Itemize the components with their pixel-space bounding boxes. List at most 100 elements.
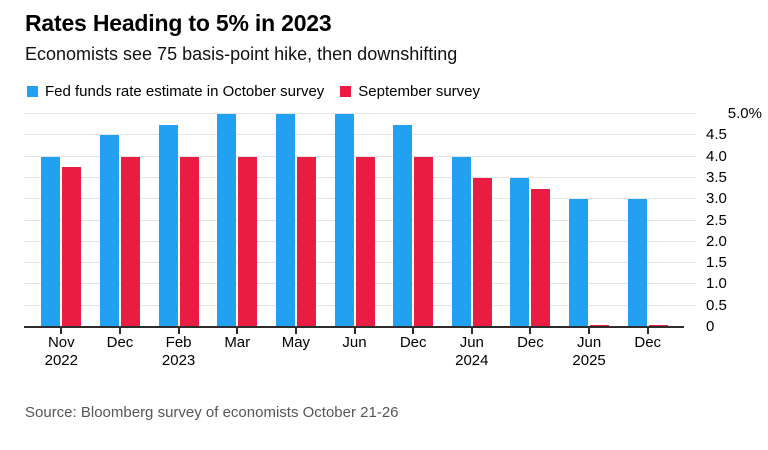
x-axis-label-month: Nov: [47, 334, 75, 351]
chart-title: Rates Heading to 5% in 2023: [25, 10, 332, 36]
bar-october-survey: [275, 114, 295, 327]
bar-september-survey: [120, 156, 140, 327]
y-axis-label: 1.5: [706, 254, 727, 272]
y-axis-label: 0.5: [706, 296, 727, 314]
bar-september-survey: [472, 177, 492, 327]
bars-area: [32, 114, 677, 334]
bar-october-survey: [41, 156, 61, 327]
x-axis-label: Dec: [618, 334, 677, 370]
gridline: [24, 155, 696, 157]
x-axis-label: May: [267, 334, 326, 370]
plot-area: [24, 113, 696, 334]
x-axis-label-year: 2023: [161, 352, 196, 369]
source-note: Source: Bloomberg survey of economists O…: [25, 404, 399, 421]
x-axis-label: Jun 2025: [560, 334, 619, 370]
bar-october-survey: [217, 114, 237, 327]
legend-item: September survey: [340, 83, 480, 100]
bar-group: [149, 114, 208, 334]
bar-group: [501, 114, 560, 334]
gridline: [24, 134, 696, 136]
x-axis-label-month: Jun: [459, 334, 484, 351]
y-axis-label: 0: [706, 318, 715, 335]
bar-group: [32, 114, 91, 334]
y-axis-label: 2.5: [706, 211, 727, 229]
bar-october-survey: [510, 177, 530, 327]
x-axis-labels: Nov 2022 Dec Feb 2023 Mar May Jun Dec Jun 2024 Dec J…: [32, 334, 677, 370]
bar-september-survey: [531, 188, 551, 327]
bar-group: [91, 114, 150, 334]
bar-october-survey: [334, 114, 354, 327]
x-axis-label: Dec: [501, 334, 560, 370]
bar-group: [208, 114, 267, 334]
x-axis-label-month: Feb: [165, 334, 192, 351]
bar-september-survey: [62, 167, 82, 327]
x-axis-label-month: Dec: [634, 334, 662, 351]
y-axis-label: 4.0: [706, 147, 727, 165]
axis-tick: [353, 328, 356, 334]
axis-tick: [588, 328, 591, 334]
bar-group: [560, 114, 619, 334]
bar-october-survey: [627, 199, 647, 327]
x-axis-label: Jun 2024: [442, 334, 501, 370]
axis-tick: [470, 328, 473, 334]
bar-october-survey: [451, 156, 471, 327]
bar-september-survey: [355, 156, 375, 327]
y-axis-labels: 5.0% 4.5 4.0 3.5 3.0 2.5 2.0 1.5 1.0 0.5 0: [704, 105, 766, 335]
bar-group: [325, 114, 384, 334]
x-axis-label-month: Dec: [399, 334, 427, 351]
chart-subtitle: Economists see 75 basis-point hike, then…: [25, 44, 458, 64]
legend-label: September survey: [358, 83, 481, 100]
bar-group: [384, 114, 443, 334]
x-axis-label: Jun: [325, 334, 384, 370]
gridline: [24, 113, 696, 114]
bar-october-survey: [99, 135, 119, 327]
bar-group: [442, 114, 501, 334]
x-axis-label-year: 2024: [455, 352, 489, 369]
x-axis-label-month: Jun: [576, 334, 602, 351]
x-axis-label-year: 2022: [44, 352, 78, 369]
axis-tick: [529, 328, 532, 334]
y-axis-label: 3.5: [706, 168, 727, 186]
legend-item: Fed funds rate estimate in October surve…: [27, 83, 324, 100]
bar-october-survey: [569, 199, 589, 327]
x-axis-label: Mar: [208, 334, 267, 370]
bar-group: [618, 114, 677, 334]
y-axis-label: 2.0: [706, 232, 727, 250]
bar-september-survey: [238, 156, 258, 327]
legend-swatch-icon: [340, 86, 352, 97]
x-axis-label-month: Dec: [106, 334, 134, 351]
legend: Fed funds rate estimate in October surve…: [27, 83, 480, 100]
y-axis-label: 5.0%: [727, 105, 762, 122]
x-axis-label-month: Jun: [342, 334, 367, 351]
x-axis-label: Nov 2022: [32, 334, 91, 370]
x-axis-label-month: Mar: [224, 334, 251, 351]
axis-tick: [646, 328, 649, 334]
x-axis-label-month: Dec: [517, 334, 544, 351]
axis-tick: [177, 328, 180, 334]
bar-september-survey: [296, 156, 316, 327]
bar-group: [267, 114, 326, 334]
legend-label: Fed funds rate estimate in October surve…: [45, 83, 325, 100]
bar-september-survey: [648, 324, 668, 327]
axis-tick: [412, 328, 415, 334]
axis-tick: [236, 328, 239, 334]
bar-october-survey: [393, 124, 413, 327]
axis-tick: [118, 328, 121, 334]
axis-tick: [294, 328, 297, 334]
x-axis-label-year: 2025: [572, 352, 606, 369]
x-axis-label-month: May: [281, 334, 311, 351]
axis-tick: [60, 328, 63, 334]
y-axis-label: 3.0: [706, 190, 727, 208]
y-axis-label: 4.5: [706, 126, 727, 144]
bar-september-survey: [414, 156, 434, 327]
legend-swatch-icon: [27, 86, 38, 97]
x-axis-label: Feb 2023: [149, 334, 208, 370]
bar-september-survey: [179, 156, 199, 327]
y-axis-label: 1.0: [706, 275, 727, 293]
x-axis-label: Dec: [384, 334, 443, 370]
bar-september-survey: [590, 324, 610, 327]
x-axis-label: Dec: [91, 334, 150, 370]
x-axis-line: [24, 326, 684, 328]
bar-october-survey: [158, 124, 178, 327]
